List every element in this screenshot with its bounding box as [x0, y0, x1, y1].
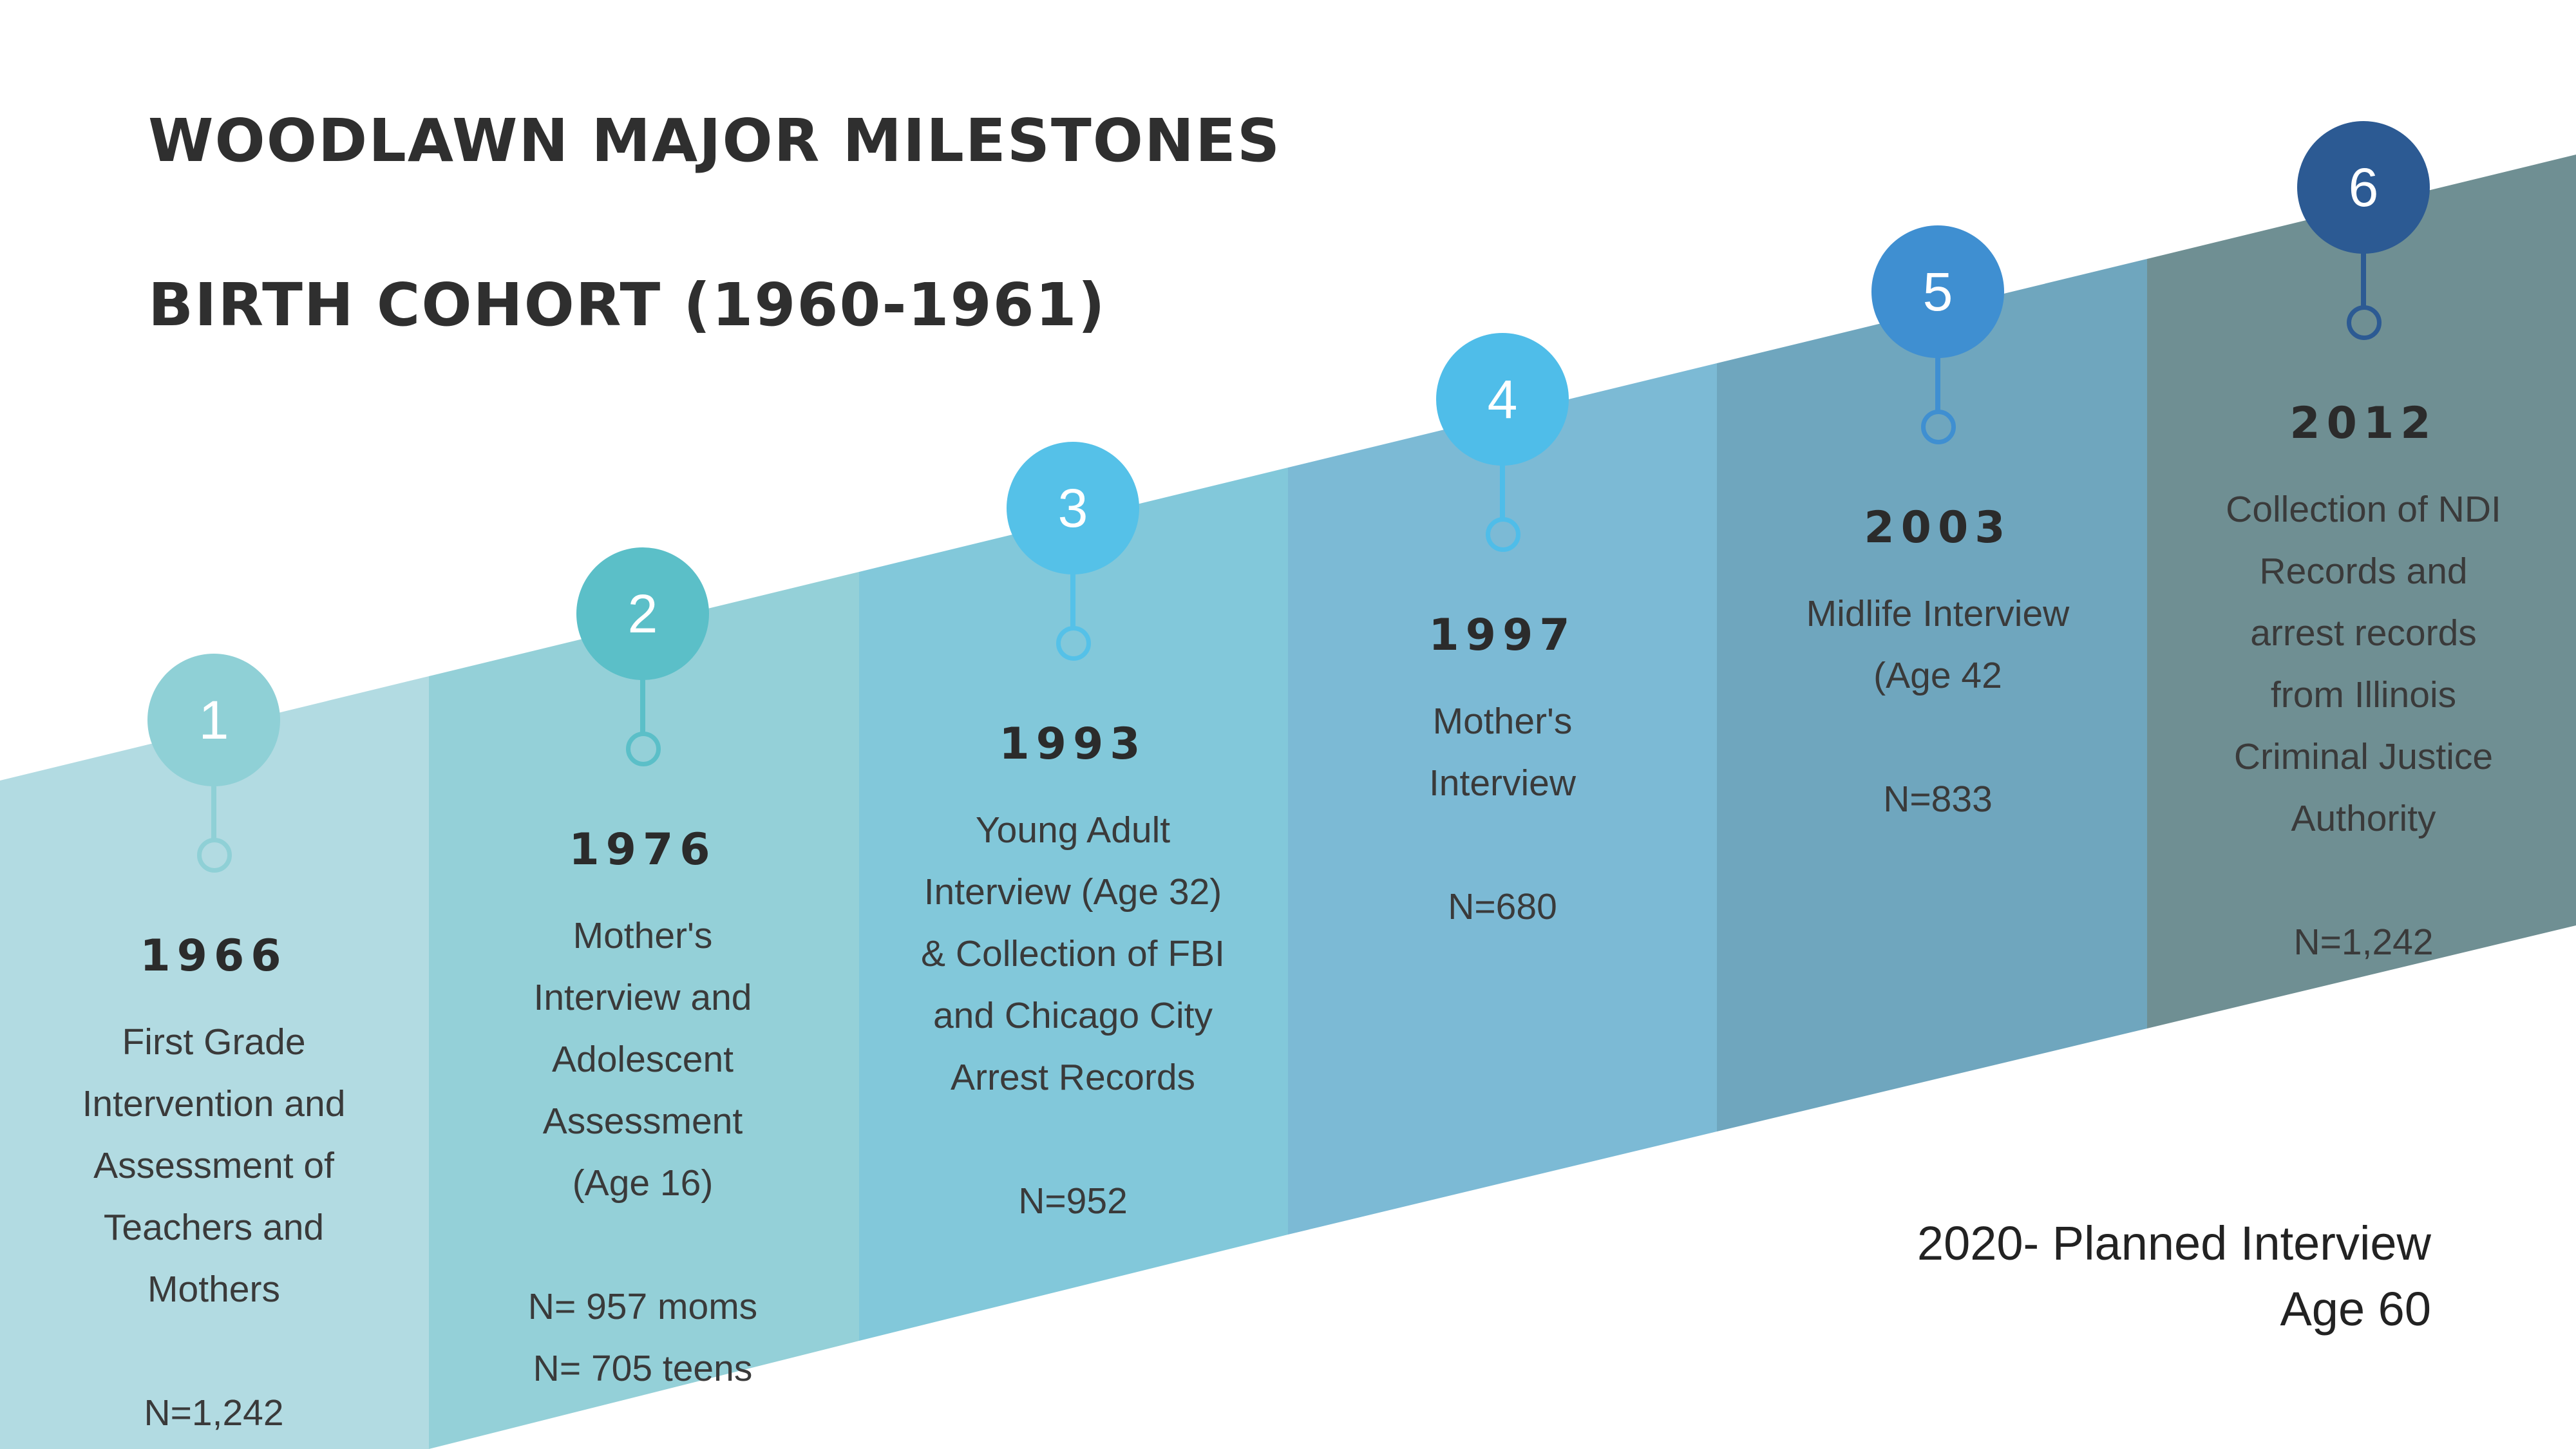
milestone-description: First Grade Intervention and Assessment …	[82, 1021, 346, 1434]
milestone-pin	[197, 838, 232, 873]
milestone-connector	[2361, 250, 2366, 308]
milestone-pin	[1921, 410, 1956, 444]
milestone-connector	[1935, 354, 1940, 412]
planned-interview-note: 2020- Planned Interview Age 60	[1917, 1217, 2431, 1336]
milestone-pin	[626, 732, 661, 766]
page-title: WOODLAWN MAJOR MILESTONES	[148, 106, 1282, 175]
band-1997	[1288, 363, 1717, 1235]
milestone-year: 1976	[569, 824, 717, 875]
milestone-connector	[211, 782, 216, 840]
milestone-description: Mother's Interview and Adolescent Assess…	[527, 915, 758, 1389]
milestone-number-badge: 5	[1871, 225, 2004, 358]
milestone-number-badge: 6	[2297, 121, 2430, 254]
milestone-year: 1966	[140, 931, 288, 981]
band-1993	[859, 468, 1288, 1341]
page-subtitle: BIRTH COHORT (1960-1961)	[148, 270, 1106, 339]
band-2012	[2147, 155, 2576, 1028]
milestone-year: 1993	[999, 719, 1147, 770]
milestone-description: Young Adult Interview (Age 32) & Collect…	[920, 810, 1226, 1222]
milestone-year: 2003	[1864, 502, 2012, 553]
milestone-connector	[1070, 571, 1075, 629]
milestone-pin	[1486, 517, 1520, 552]
band-2003	[1717, 259, 2147, 1132]
milestone-description: Collection of NDI Records and arrest rec…	[2226, 489, 2501, 963]
milestone-connector	[640, 676, 645, 734]
milestone-year: 2012	[2289, 398, 2438, 449]
milestone-number-badge: 2	[576, 547, 709, 680]
milestone-pin	[1056, 626, 1091, 661]
milestone-description: Mother's Interview N=680	[1428, 701, 1577, 927]
band-1976	[429, 572, 859, 1449]
milestone-number-badge: 4	[1436, 333, 1569, 466]
milestone-connector	[1500, 462, 1505, 520]
milestone-year: 1997	[1428, 610, 1577, 661]
milestone-description: Midlife Interview (Age 42 N=833	[1806, 593, 2070, 820]
milestone-number-badge: 3	[1007, 442, 1139, 574]
band-1966	[0, 676, 429, 1449]
milestone-number-badge: 1	[147, 654, 280, 786]
milestone-pin	[2347, 305, 2382, 340]
